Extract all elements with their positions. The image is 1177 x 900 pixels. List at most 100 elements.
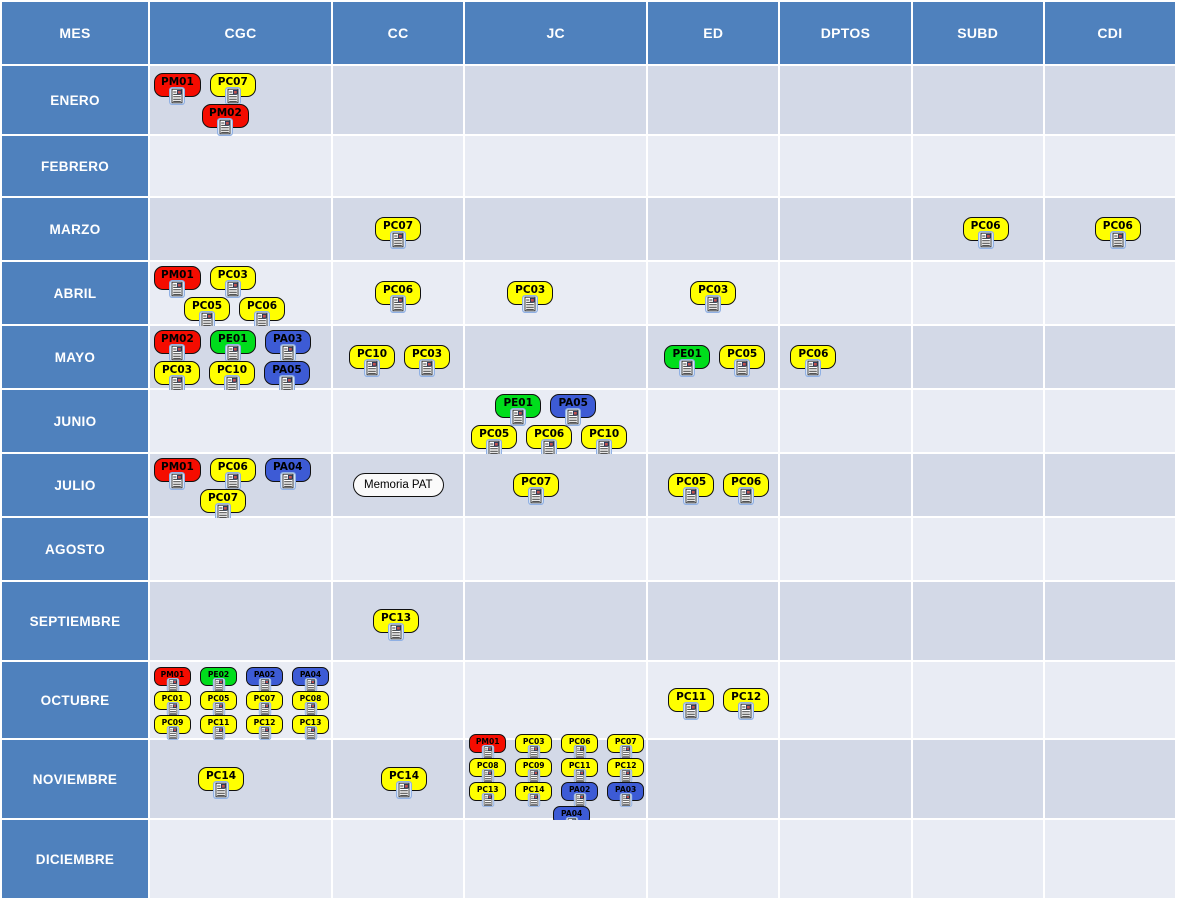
task-badge-pc01[interactable]: PC01 (154, 690, 191, 716)
cell-agosto-cgc (150, 518, 331, 580)
badge-row: PC05 PC06 PC10 (467, 424, 628, 457)
task-badge-pc10[interactable]: PC10 (349, 345, 395, 377)
task-badge-pc05[interactable]: PC05 (200, 690, 237, 716)
task-badge-pm01[interactable]: PM01 (154, 265, 201, 298)
task-badge-pc09[interactable]: PC09 (515, 757, 553, 783)
cell-septiembre-subd (912, 582, 1043, 660)
task-badge-pc11[interactable]: PC11 (668, 688, 715, 720)
task-badge-label: PA02 (253, 669, 276, 679)
cell-enero-subd (912, 66, 1043, 134)
doc-icon (738, 702, 755, 720)
task-badge-pe01[interactable]: PE01 (495, 393, 542, 426)
task-badge-pc06[interactable]: PC06 (790, 345, 837, 377)
task-badge-label: PC14 (388, 770, 419, 782)
task-badge-label: PA05 (558, 396, 588, 409)
task-badge-pc07[interactable]: PC07 (200, 488, 246, 521)
task-badge-pc11[interactable]: PC11 (200, 714, 237, 740)
task-badge-label: PC07 (217, 75, 248, 88)
task-badge-memoria-pat[interactable]: Memoria PAT (353, 473, 444, 497)
task-badge-pe01[interactable]: PE01 (209, 329, 256, 362)
task-badge-pc03[interactable]: PC03 (515, 733, 553, 759)
task-badge-pm01[interactable]: PM01 (469, 733, 507, 759)
task-badge-label: PE01 (218, 332, 248, 345)
task-badge-pa04[interactable]: PA04 (264, 457, 311, 490)
task-badge-label: PC05 (676, 476, 707, 488)
doc-icon (304, 677, 317, 692)
task-badge-pc06[interactable]: PC06 (962, 217, 1009, 249)
task-badge-pc03[interactable]: PC03 (507, 281, 554, 313)
task-badge-pc13[interactable]: PC13 (292, 714, 329, 740)
task-badge-pe02[interactable]: PE02 (200, 666, 237, 692)
task-badge-pc03[interactable]: PC03 (404, 345, 450, 377)
badge-row: PC11 PC12 (650, 688, 770, 720)
task-badge-pc06[interactable]: PC06 (1094, 217, 1141, 249)
task-badge-pc03[interactable]: PC03 (154, 360, 200, 393)
task-badge-pa02[interactable]: PA02 (561, 781, 599, 807)
task-badge-pc13[interactable]: PC13 (469, 781, 507, 807)
task-badge-pa04[interactable]: PA04 (292, 666, 329, 692)
task-badge-pc06[interactable]: PC06 (526, 424, 573, 457)
cell-diciembre-cdi (1044, 820, 1175, 898)
task-badge-pc12[interactable]: PC12 (723, 688, 770, 720)
task-badge-label: PC07 (253, 693, 276, 703)
task-badge-label: PC10 (356, 348, 387, 360)
task-badge-pc05[interactable]: PC05 (668, 473, 715, 505)
task-badge-pc06[interactable]: PC06 (561, 733, 599, 759)
task-badge-pa05[interactable]: PA05 (264, 360, 310, 393)
task-badge-pc03[interactable]: PC03 (209, 265, 256, 298)
task-badge-pc07[interactable]: PC07 (607, 733, 645, 759)
task-badge-pa03[interactable]: PA03 (264, 329, 311, 362)
task-badge-pc07[interactable]: PC07 (375, 217, 421, 249)
task-badge-pc06[interactable]: PC06 (209, 457, 256, 490)
month-label-text: DICIEMBRE (35, 851, 115, 867)
task-badge-pm02[interactable]: PM02 (154, 329, 201, 362)
task-badge-pc14[interactable]: PC14 (198, 767, 244, 799)
column-header-label: SUBD (957, 25, 999, 41)
task-badge-pc05[interactable]: PC05 (184, 296, 230, 329)
doc-icon (304, 701, 317, 716)
task-badge-pc07[interactable]: PC07 (246, 690, 283, 716)
task-badge-pc05[interactable]: PC05 (719, 345, 766, 377)
badge-row: PM01 PE02 PA02 PA04 (152, 666, 329, 692)
task-badge-pc07[interactable]: PC07 (209, 72, 256, 105)
task-badge-pa03[interactable]: PA03 (607, 781, 645, 807)
task-badge-pc12[interactable]: PC12 (607, 757, 645, 783)
badge-row: PE01 PC05 (650, 345, 766, 377)
task-badge-pc08[interactable]: PC08 (292, 690, 329, 716)
task-badge-pc13[interactable]: PC13 (373, 609, 419, 641)
doc-icon (527, 768, 540, 783)
task-badge-pc06[interactable]: PC06 (723, 473, 770, 505)
doc-icon (258, 701, 271, 716)
task-badge-pc14[interactable]: PC14 (515, 781, 553, 807)
task-badge-pc08[interactable]: PC08 (469, 757, 507, 783)
doc-icon (304, 725, 317, 740)
cell-abril-subd (912, 262, 1043, 324)
task-badge-label: PA03 (615, 784, 637, 794)
badge-row: PC14 (152, 767, 244, 799)
month-label-febrero: FEBRERO (2, 136, 148, 196)
task-badge-pc09[interactable]: PC09 (154, 714, 191, 740)
task-badge-pc12[interactable]: PC12 (246, 714, 283, 740)
task-badge-pc10[interactable]: PC10 (209, 360, 255, 393)
badge-row: PM01 PC03 PC06 PC07 (467, 733, 645, 759)
task-badge-pc06[interactable]: PC06 (375, 281, 421, 313)
task-badge-pc05[interactable]: PC05 (471, 424, 518, 457)
task-badge-pc14[interactable]: PC14 (381, 767, 427, 799)
task-badge-pe01[interactable]: PE01 (664, 345, 711, 377)
task-badge-pm02[interactable]: PM02 (202, 103, 249, 136)
doc-icon (217, 117, 234, 136)
task-badge-label: PC03 (522, 736, 545, 746)
task-badge-pc06[interactable]: PC06 (239, 296, 285, 329)
task-badge-pm01[interactable]: PM01 (154, 457, 201, 490)
cell-agosto-cdi (1044, 518, 1175, 580)
task-badge-pc11[interactable]: PC11 (561, 757, 599, 783)
task-badge-pm01[interactable]: PM01 (154, 666, 191, 692)
task-badge-pm01[interactable]: PM01 (154, 72, 201, 105)
task-badge-pc10[interactable]: PC10 (581, 424, 628, 457)
task-badge-pa02[interactable]: PA02 (246, 666, 283, 692)
task-badge-pc07[interactable]: PC07 (513, 473, 560, 505)
task-badge-pc03[interactable]: PC03 (690, 281, 737, 313)
task-badge-label: PC03 (411, 348, 442, 360)
task-badge-pa05[interactable]: PA05 (550, 393, 597, 426)
